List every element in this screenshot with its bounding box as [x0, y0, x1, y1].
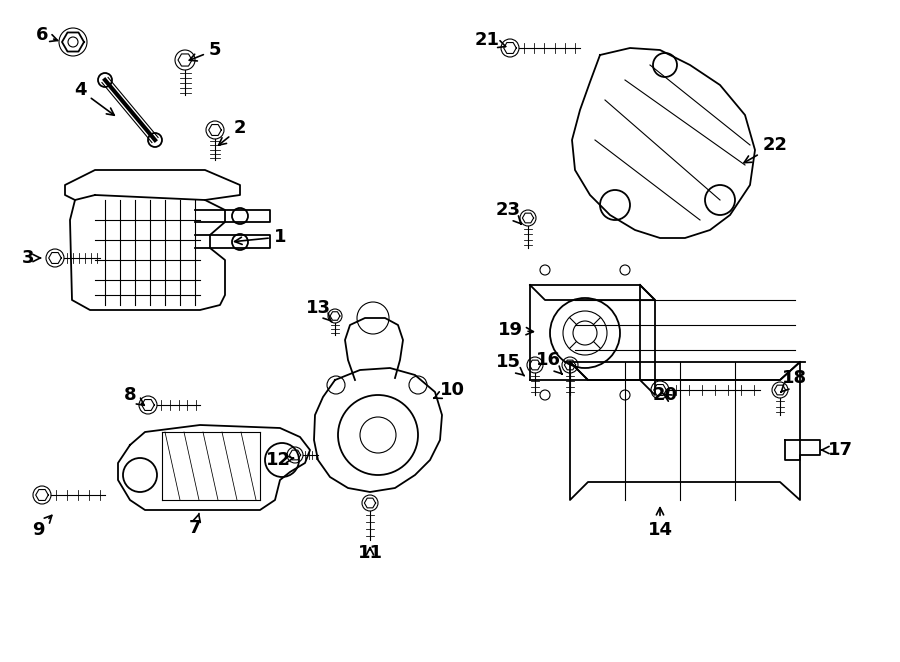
Text: 9: 9 — [32, 516, 52, 539]
Text: 2: 2 — [219, 119, 247, 145]
Text: 1: 1 — [235, 228, 286, 246]
Text: 15: 15 — [496, 353, 524, 375]
Text: 22: 22 — [744, 136, 788, 163]
Text: 11: 11 — [357, 544, 382, 562]
Text: 19: 19 — [498, 321, 534, 339]
Text: 14: 14 — [647, 508, 672, 539]
Text: 21: 21 — [474, 31, 506, 49]
Text: 5: 5 — [189, 41, 221, 61]
Text: 16: 16 — [536, 351, 562, 374]
Text: 4: 4 — [74, 81, 114, 115]
Text: 18: 18 — [781, 369, 807, 392]
Text: 17: 17 — [822, 441, 852, 459]
Text: 23: 23 — [496, 201, 521, 224]
Text: 20: 20 — [652, 386, 678, 404]
Text: 3: 3 — [22, 249, 40, 267]
Text: 10: 10 — [434, 381, 464, 399]
Text: 7: 7 — [189, 514, 202, 537]
Text: 6: 6 — [36, 26, 58, 44]
Text: 13: 13 — [305, 299, 332, 322]
Text: 12: 12 — [266, 451, 293, 469]
Text: 8: 8 — [123, 386, 144, 405]
